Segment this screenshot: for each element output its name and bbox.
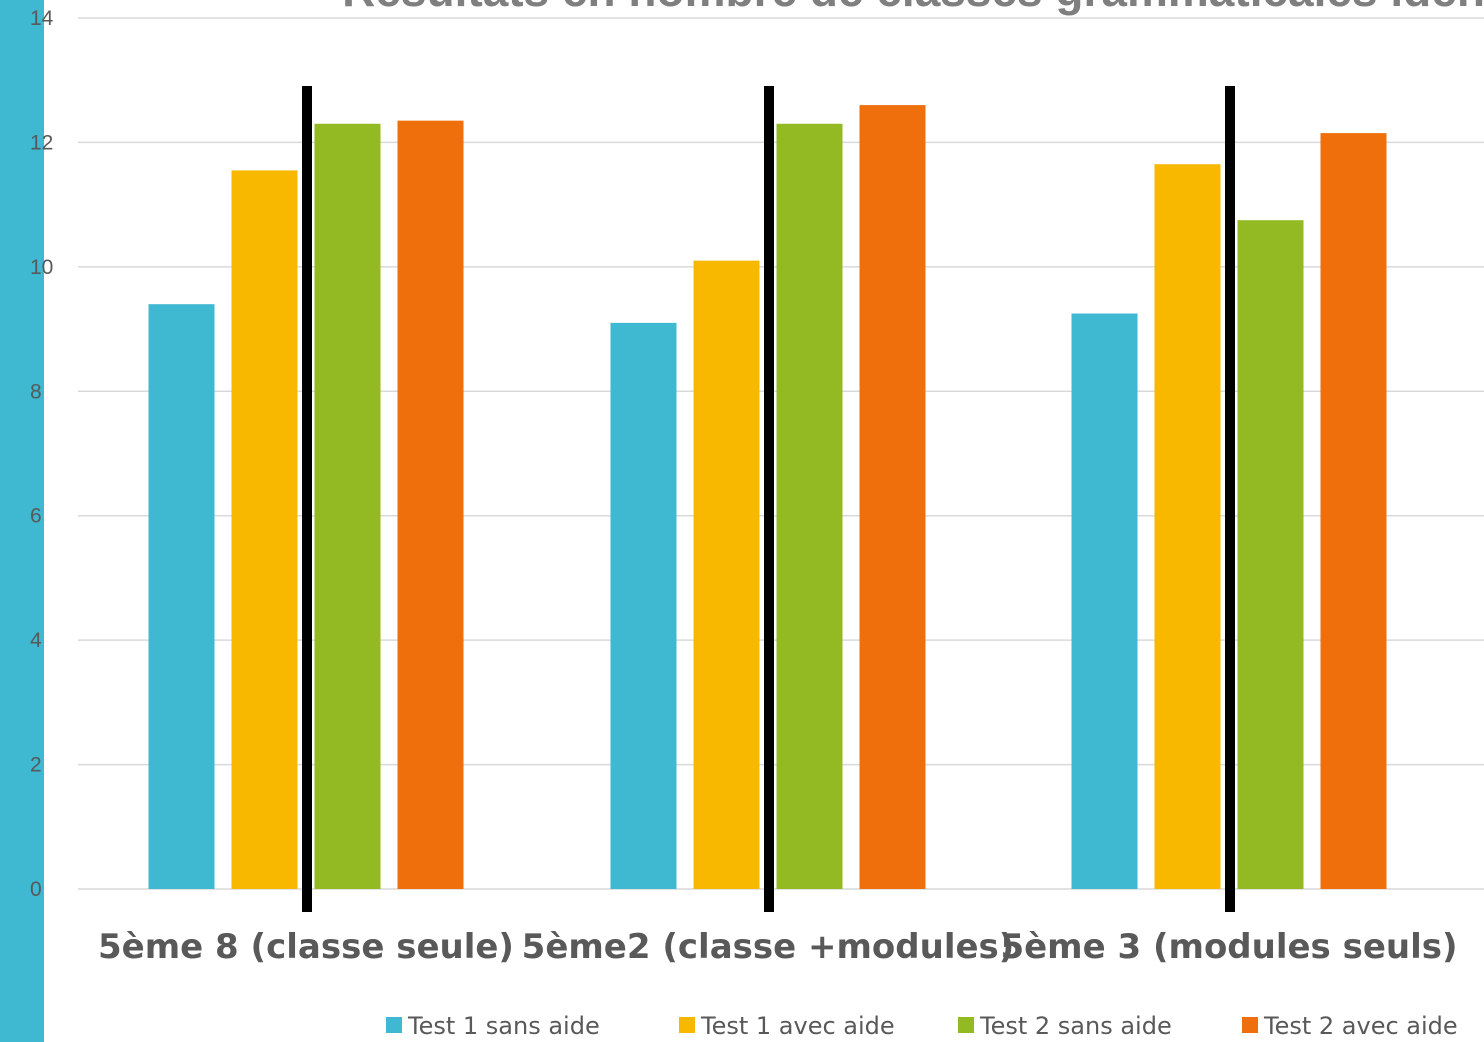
legend-swatch — [1242, 1017, 1258, 1033]
bar — [397, 120, 464, 890]
x-axis-categories: 5ème 8 (classe seule) 5ème2 (classe +modu… — [98, 927, 1458, 967]
y-axis-ticks: 0 2 4 6 8 10 12 14 — [30, 7, 54, 901]
legend-label: Test 1 sans aide — [407, 1012, 600, 1040]
divider-lines — [302, 86, 1235, 912]
bar — [314, 123, 381, 889]
bar — [1071, 313, 1138, 890]
x-category-label: 5ème2 (classe +modules) — [522, 927, 1015, 967]
legend-swatch — [958, 1017, 974, 1033]
bar — [610, 322, 677, 890]
y-tick-label: 8 — [30, 380, 42, 403]
y-tick-label: 10 — [30, 256, 53, 279]
y-tick-label: 2 — [30, 754, 42, 777]
legend-swatch — [679, 1017, 695, 1033]
bar — [693, 260, 760, 889]
y-tick-label: 6 — [30, 505, 42, 528]
legend-label: Test 1 avec aide — [700, 1012, 895, 1040]
bar — [1320, 133, 1387, 889]
y-tick-label: 14 — [30, 7, 54, 30]
bar — [148, 304, 215, 890]
y-tick-label: 12 — [30, 131, 53, 154]
bar — [859, 105, 926, 890]
x-category-label: 5ème 3 (modules seuls) — [1000, 927, 1457, 967]
legend-label: Test 2 sans aide — [979, 1012, 1172, 1040]
y-tick-label: 4 — [30, 629, 42, 652]
y-tick-label: 0 — [30, 878, 42, 901]
bar — [1154, 164, 1221, 890]
legend: Test 1 sans aide Test 1 avec aide Test 2 s… — [386, 1012, 1458, 1040]
x-category-label: 5ème 8 (classe seule) — [98, 927, 514, 967]
legend-label: Test 2 avec aide — [1263, 1012, 1458, 1040]
legend-swatch — [386, 1017, 402, 1033]
bars — [148, 105, 1387, 890]
bar — [231, 170, 298, 890]
bar — [776, 123, 843, 889]
left-accent-band — [0, 0, 44, 1042]
bar — [1237, 220, 1304, 890]
